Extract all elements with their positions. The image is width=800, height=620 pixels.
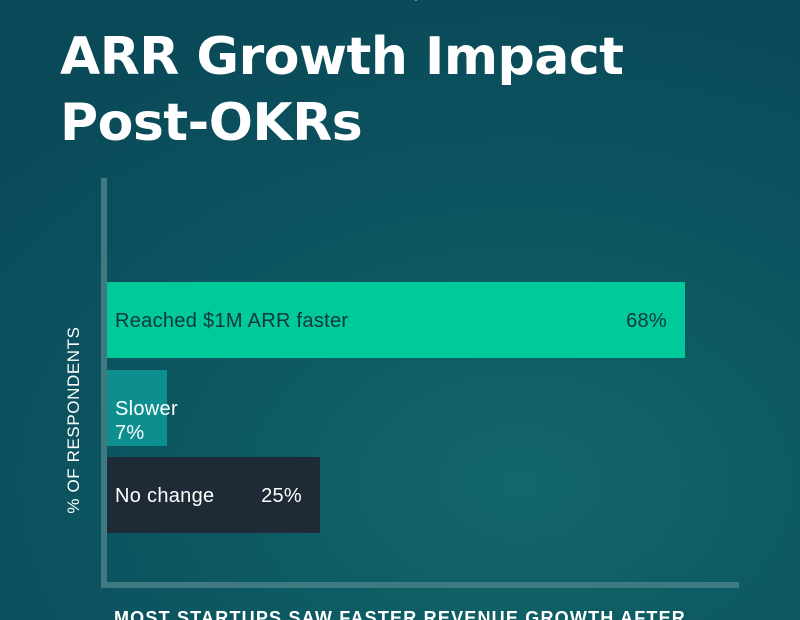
bar-label-1: Reached $1M ARR faster: [115, 310, 349, 332]
bar-value-label-1: 68%: [626, 310, 667, 332]
bar-2: [107, 370, 167, 446]
y-axis-label: % OF RESPONDENTS: [64, 326, 83, 514]
bar-label-3: No change: [115, 485, 215, 507]
bar-3: [107, 457, 320, 533]
chart-caption: MOST STARTUPS SAW FASTER REVENUE GROWTH …: [113, 608, 686, 620]
chart-title-line-2: Post-OKRs: [60, 93, 363, 153]
bar-1: [107, 282, 685, 358]
bar-value-label-3: 25%: [261, 485, 302, 507]
y-axis-line: [101, 178, 107, 588]
logo-icon: [414, 0, 418, 1]
chart-title-line-1: ARR Growth Impact: [60, 27, 624, 87]
chart-title: ARR Growth Impact Post-OKRs: [60, 24, 760, 156]
x-axis-line: [101, 582, 739, 588]
bar-value-label-2: 7%: [115, 422, 145, 444]
bar-label-2: Slower 7%: [115, 398, 178, 444]
